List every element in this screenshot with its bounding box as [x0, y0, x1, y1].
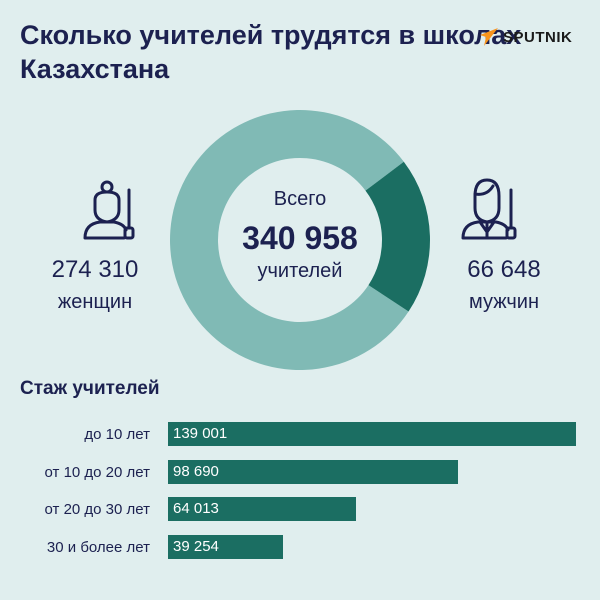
bar: 98 690	[168, 460, 458, 484]
women-count: 274 310	[51, 256, 139, 283]
sputnik-logo: SPUTNIK	[478, 26, 572, 48]
bar-label: от 20 до 30 лет	[44, 501, 150, 518]
donut-segment-women	[170, 110, 409, 371]
experience-heading: Стаж учителей	[20, 378, 160, 399]
women-label: женщин	[57, 291, 133, 313]
bar: 39 254	[168, 535, 284, 559]
bar-label: 30 и более лет	[46, 539, 150, 556]
logo-text: SPUTNIK	[503, 28, 573, 46]
male-teacher-icon	[461, 178, 517, 240]
total-label: Всего	[273, 188, 327, 210]
bar-label: до 10 лет	[84, 426, 150, 443]
donut-segment-men	[365, 161, 430, 312]
men-label: мужчин	[469, 291, 539, 313]
page-title: Сколько учителей трудятся в школах Казах…	[20, 20, 522, 84]
total-value: 340 958	[242, 220, 358, 256]
men-count: 66 648	[467, 256, 541, 283]
total-unit: учителей	[257, 260, 343, 282]
donut-chart	[83, 110, 517, 371]
bar: 139 001	[168, 422, 576, 446]
female-teacher-icon	[83, 180, 135, 240]
bar: 64 013	[168, 497, 356, 521]
sputnik-logo-icon	[480, 28, 498, 46]
bar-label: от 10 до 20 лет	[44, 464, 150, 481]
